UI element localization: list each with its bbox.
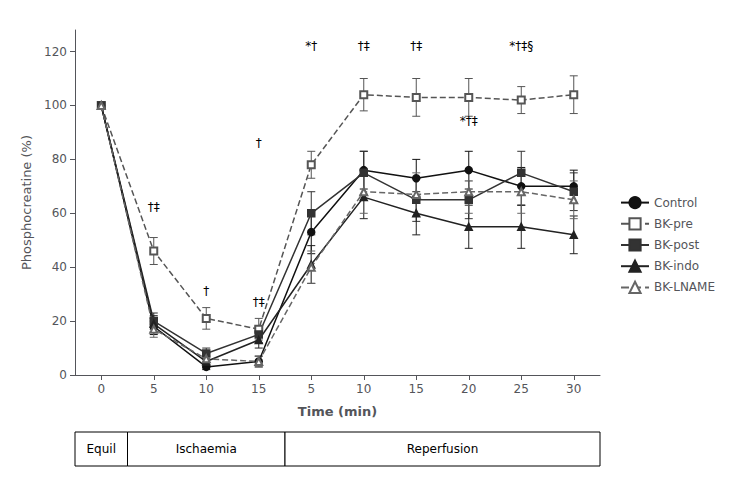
svg-text:*†: *† [305, 39, 317, 53]
svg-text:*†‡§: *†‡§ [509, 39, 533, 53]
svg-text:Reperfusion: Reperfusion [407, 442, 478, 456]
svg-text:20: 20 [461, 382, 476, 396]
svg-text:0: 0 [97, 382, 105, 396]
svg-text:†: † [256, 136, 262, 150]
svg-text:BK-LNAME: BK-LNAME [654, 280, 715, 294]
svg-text:0: 0 [59, 368, 67, 382]
svg-text:Phosphocreatine (%): Phosphocreatine (%) [19, 135, 34, 270]
svg-text:120: 120 [44, 45, 67, 59]
svg-text:Control: Control [654, 196, 697, 210]
svg-text:15: 15 [251, 382, 266, 396]
svg-text:BK-pre: BK-pre [654, 217, 693, 231]
svg-text:60: 60 [52, 206, 67, 220]
svg-text:†‡: †‡ [410, 39, 422, 53]
svg-text:†‡: †‡ [148, 200, 160, 214]
svg-text:5: 5 [150, 382, 158, 396]
svg-text:†‡: †‡ [358, 39, 370, 53]
svg-text:Ischaemia: Ischaemia [176, 442, 237, 456]
svg-text:BK-indo: BK-indo [654, 259, 699, 273]
svg-text:40: 40 [52, 260, 67, 274]
svg-text:20: 20 [52, 314, 67, 328]
svg-text:BK-post: BK-post [654, 238, 699, 252]
svg-text:15: 15 [409, 382, 424, 396]
svg-text:†: † [203, 284, 209, 298]
svg-text:80: 80 [52, 152, 67, 166]
svg-text:5: 5 [307, 382, 315, 396]
svg-text:10: 10 [199, 382, 214, 396]
svg-text:30: 30 [566, 382, 581, 396]
svg-text:Equil: Equil [87, 442, 116, 456]
svg-text:100: 100 [44, 98, 67, 112]
svg-text:†‡: †‡ [253, 295, 265, 309]
svg-text:25: 25 [514, 382, 529, 396]
svg-text:Time (min): Time (min) [298, 404, 377, 419]
svg-text:10: 10 [356, 382, 371, 396]
svg-text:*†‡: *†‡ [460, 114, 478, 128]
